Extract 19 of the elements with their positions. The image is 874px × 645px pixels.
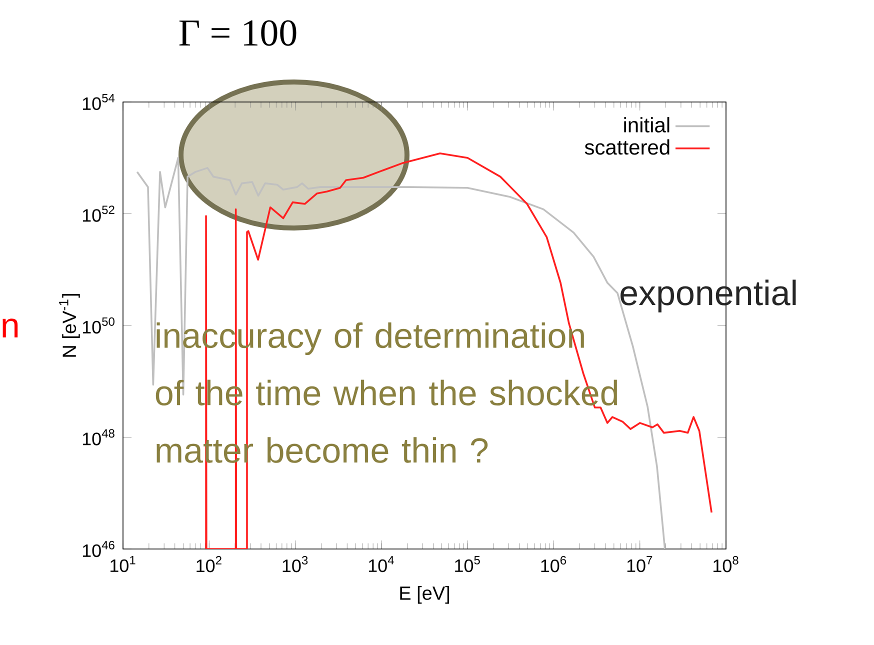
- text: n: [2, 318, 18, 338]
- x-tick-label: 10$^{2}$: [196, 556, 222, 572]
- x-tick-label: 10$^{5}$: [455, 556, 480, 572]
- x-tick-label: 10$^{1}$: [110, 556, 136, 572]
- y-tick-label: 10$^{48}$: [82, 429, 114, 446]
- y-tick-label: 10$^{54}$: [82, 94, 115, 110]
- y-tick-label: 10$^{46}$: [82, 540, 114, 558]
- x-tick-label: 10$^{6}$: [541, 556, 566, 572]
- legend-label: scattered: [584, 139, 670, 155]
- legend-label: initial: [624, 117, 670, 133]
- x-tick-label: 10$^{8}$: [714, 556, 738, 572]
- y-tick-label: 10$^{50}$: [82, 317, 114, 334]
- x-tick-label: 10$^{7}$: [627, 556, 652, 572]
- x-tick-label: 10$^{4}$: [368, 556, 394, 572]
- y-axis-title: N [eV$^{-1}$]: [59, 294, 80, 357]
- x-axis-title: E [eV]: [400, 586, 450, 604]
- x-tick-label: 10$^{3}$: [282, 556, 308, 572]
- chart-title: Γ = 100: [179, 20, 296, 46]
- y-tick-label: 10$^{52}$: [82, 206, 114, 222]
